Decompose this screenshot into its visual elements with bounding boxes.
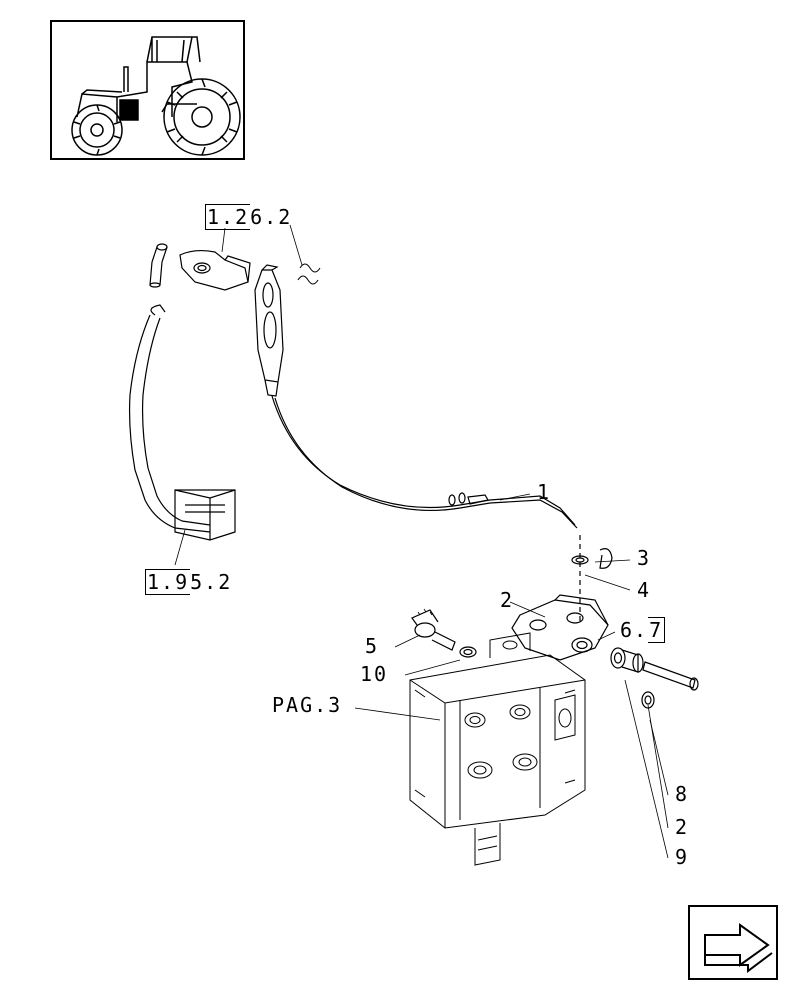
- cable-assembly: [255, 265, 577, 528]
- callout-1-95-2: 1.95.2: [145, 570, 232, 594]
- callout-6-7: 6.7: [620, 618, 665, 642]
- callout-2a: 2: [500, 588, 514, 612]
- callout-1: 1: [537, 480, 551, 504]
- valve-body: [410, 633, 585, 865]
- callout-4: 4: [637, 578, 651, 602]
- upper-bracket: [150, 244, 320, 290]
- leader-lines: [175, 225, 668, 858]
- clip-washer: [572, 549, 612, 569]
- nav-arrow-box[interactable]: [688, 905, 778, 980]
- callout-3: 3: [637, 546, 651, 570]
- callout-1-26-2: 1.26.2: [205, 205, 292, 229]
- lever-arm: [512, 595, 608, 660]
- callout-8: 8: [675, 782, 689, 806]
- callout-pag3: PAG.3: [272, 693, 342, 717]
- knob-screw: [412, 609, 476, 657]
- handle-lever: [130, 305, 235, 540]
- callout-2b: 2: [675, 815, 689, 839]
- callout-10: 10: [360, 662, 388, 686]
- callout-9: 9: [675, 845, 689, 869]
- bolt-spacer: [611, 648, 698, 708]
- callout-5: 5: [365, 634, 379, 658]
